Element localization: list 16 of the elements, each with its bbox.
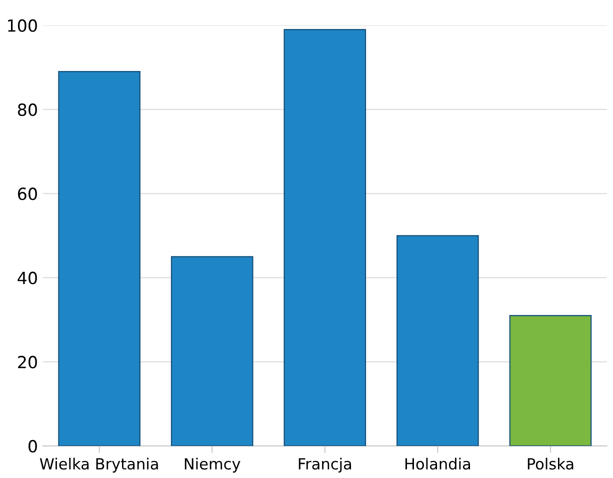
y-tick-label: 80 [18,103,37,116]
x-tick-label: Niemcy [184,458,240,473]
x-tick-label: Holandia [405,458,470,470]
bar [58,71,140,446]
y-tick-label: 60 [18,188,37,200]
bar [396,235,479,446]
x-tick-label: Polska [528,458,574,470]
bar [509,315,592,446]
y-tick-label: 100 [8,19,37,32]
x-tick-label: Francja [298,458,352,473]
y-tick-label: 20 [18,356,37,368]
y-tick-label: 40 [18,272,37,284]
bar [170,256,254,446]
x-tick-label: Wielka Brytania [40,458,158,473]
y-tick-label: 0 [28,440,37,453]
bar [284,28,366,446]
